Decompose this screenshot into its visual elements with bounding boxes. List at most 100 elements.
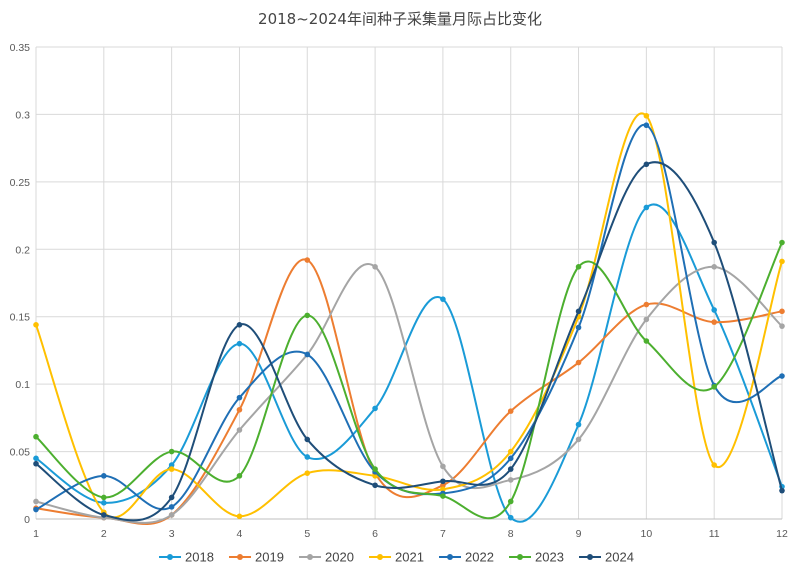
- data-point-2020-12: [779, 323, 785, 329]
- data-point-2019-10: [643, 301, 650, 308]
- data-point-2021-11: [711, 462, 717, 468]
- series-2023: [33, 239, 785, 520]
- x-tick-label: 4: [237, 528, 243, 540]
- data-point-2021-8: [507, 448, 514, 455]
- data-point-2024-2: [101, 512, 107, 518]
- legend-marker-2018: [167, 554, 173, 560]
- data-point-2024-12: [779, 487, 785, 494]
- data-point-2019-11: [711, 319, 717, 325]
- legend-marker-2021: [377, 554, 383, 560]
- data-point-2024-1: [33, 460, 39, 467]
- series-2021: [33, 112, 785, 520]
- y-tick-label: 0.15: [10, 312, 31, 324]
- x-tick-label: 5: [304, 528, 310, 540]
- data-point-2018-3: [168, 462, 175, 468]
- y-tick-label: 0.05: [10, 447, 31, 459]
- y-tick-label: 0.35: [10, 42, 31, 54]
- data-point-2023-6: [372, 466, 378, 472]
- y-tick-label: 0: [24, 514, 30, 526]
- legend-item-2022: 2022: [439, 550, 494, 565]
- data-point-2022-2: [101, 473, 107, 479]
- data-point-2020-11: [711, 264, 717, 270]
- data-point-2020-6: [372, 264, 378, 270]
- data-point-2021-7: [440, 486, 446, 493]
- x-tick-label: 1: [33, 528, 39, 540]
- data-point-2023-8: [507, 498, 514, 505]
- data-point-2021-4: [236, 513, 243, 520]
- data-point-2018-11: [711, 307, 717, 313]
- series-plot: [33, 112, 785, 525]
- data-point-2018-10: [643, 204, 650, 211]
- data-point-2019-9: [575, 359, 582, 366]
- axes: 00.050.10.150.20.250.30.351 2 3 4 5 6 7 8 9 10 11 1…: [10, 42, 788, 540]
- data-point-2021-1: [33, 322, 39, 328]
- data-point-2021-12: [779, 258, 785, 265]
- data-point-2018-7: [440, 296, 446, 302]
- legend: 2018 2019 2020 2021 2022 2023 2024: [159, 550, 634, 565]
- data-point-2024-11: [711, 239, 717, 246]
- data-point-2024-4: [236, 322, 243, 328]
- series-2019: [33, 257, 785, 525]
- data-point-2020-4: [236, 427, 243, 433]
- data-point-2019-5: [304, 257, 311, 263]
- data-point-2018-4: [236, 340, 243, 347]
- data-point-2022-1: [33, 506, 39, 513]
- legend-item-2024: 2024: [579, 550, 634, 565]
- data-point-2018-2: [101, 500, 107, 506]
- data-point-2024-5: [304, 436, 311, 443]
- legend-item-2019: 2019: [229, 550, 284, 565]
- legend-marker-2019: [237, 554, 243, 560]
- legend-label-2018: 2018: [185, 550, 214, 565]
- series-line-2024: [35, 161, 783, 522]
- series-2018: [33, 203, 785, 523]
- data-point-2020-8: [507, 477, 514, 483]
- legend-item-2018: 2018: [159, 550, 214, 565]
- data-point-2023-10: [643, 338, 650, 344]
- data-point-2020-9: [575, 436, 582, 443]
- legend-label-2023: 2023: [535, 550, 564, 565]
- data-point-2019-7: [440, 482, 446, 489]
- data-point-2022-9: [575, 324, 582, 331]
- y-tick-label: 0.1: [15, 379, 30, 391]
- legend-label-2021: 2021: [395, 550, 424, 565]
- data-point-2020-1: [33, 498, 39, 505]
- data-point-2021-3: [168, 466, 175, 472]
- data-point-2018-6: [372, 405, 378, 412]
- x-tick-label: 8: [508, 528, 514, 540]
- legend-item-2023: 2023: [509, 550, 564, 565]
- x-tick-label: 7: [440, 528, 446, 540]
- data-point-2023-1: [33, 433, 39, 440]
- data-point-2022-10: [643, 122, 650, 129]
- data-point-2024-10: [643, 161, 650, 168]
- data-point-2023-4: [236, 473, 243, 479]
- legend-item-2020: 2020: [299, 550, 354, 565]
- data-point-2020-7: [440, 463, 446, 470]
- data-point-2023-5: [304, 312, 311, 319]
- data-point-2018-9: [575, 421, 582, 428]
- data-point-2023-9: [575, 264, 582, 270]
- x-tick-label: 11: [709, 528, 720, 540]
- data-point-2020-10: [643, 316, 650, 323]
- series-2024: [33, 161, 785, 522]
- legend-label-2022: 2022: [465, 550, 494, 565]
- legend-marker-2023: [517, 554, 523, 560]
- series-line-2022: [35, 124, 783, 511]
- data-point-2021-5: [304, 470, 311, 476]
- data-point-2023-3: [168, 448, 175, 455]
- data-point-2023-12: [779, 239, 785, 246]
- legend-marker-2024: [587, 554, 593, 560]
- legend-marker-2020: [307, 554, 313, 560]
- data-point-2024-8: [507, 466, 514, 472]
- x-tick-label: 6: [372, 528, 378, 540]
- data-point-2022-3: [168, 504, 175, 510]
- data-point-2022-8: [507, 455, 514, 462]
- data-point-2024-6: [372, 482, 378, 489]
- data-point-2018-5: [304, 454, 311, 460]
- series-line-2020: [35, 263, 783, 524]
- data-point-2024-9: [575, 308, 582, 315]
- data-point-2023-2: [101, 494, 107, 501]
- data-point-2020-3: [168, 512, 175, 518]
- x-tick-label: 12: [776, 528, 788, 540]
- data-point-2022-12: [779, 373, 785, 379]
- data-point-2018-8: [507, 514, 514, 521]
